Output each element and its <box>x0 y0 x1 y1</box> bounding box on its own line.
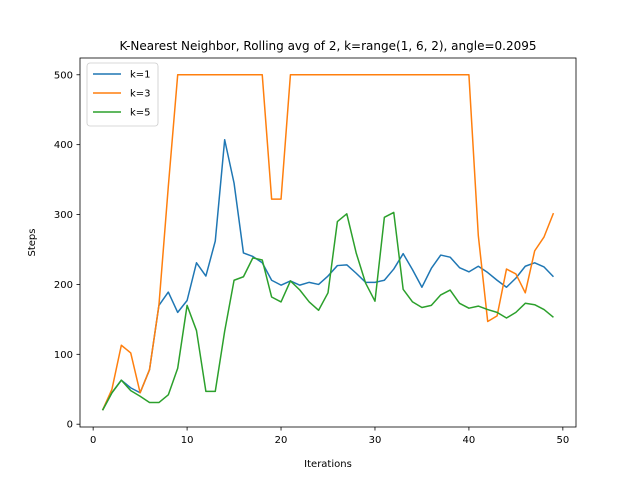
y-tick-label: 500 <box>54 70 73 81</box>
chart-title: K-Nearest Neighbor, Rolling avg of 2, k=… <box>119 39 536 53</box>
series-line-k5 <box>101 211 554 411</box>
x-tick-label: 30 <box>369 435 382 446</box>
legend-label: k=1 <box>130 70 151 81</box>
x-tick-label: 10 <box>181 435 194 446</box>
x-tick-label: 40 <box>463 435 476 446</box>
y-tick-label: 300 <box>54 210 73 221</box>
legend-label: k=5 <box>130 108 151 119</box>
y-tick-label: 200 <box>54 280 73 291</box>
legend: k=1 k=3 k=5 <box>86 62 159 127</box>
y-tick-label: 100 <box>54 350 73 361</box>
series-line-k3 <box>101 74 555 411</box>
y-axis-label: Steps <box>27 229 38 257</box>
legend-box <box>86 62 159 127</box>
series-layer <box>101 74 555 411</box>
y-tick-label: 0 <box>67 420 73 431</box>
series-line-k1 <box>101 139 554 411</box>
x-tick-label: 0 <box>90 435 96 446</box>
x-tick-label: 50 <box>556 435 569 446</box>
y-tick-label: 400 <box>54 140 73 151</box>
legend-label: k=3 <box>130 89 151 100</box>
x-axis: 0 10 20 30 40 50 <box>90 427 569 446</box>
x-axis-label: Iterations <box>304 459 352 470</box>
y-axis: 0 100 200 300 400 500 <box>54 70 80 431</box>
x-tick-label: 20 <box>275 435 288 446</box>
plot-frame <box>79 57 577 428</box>
